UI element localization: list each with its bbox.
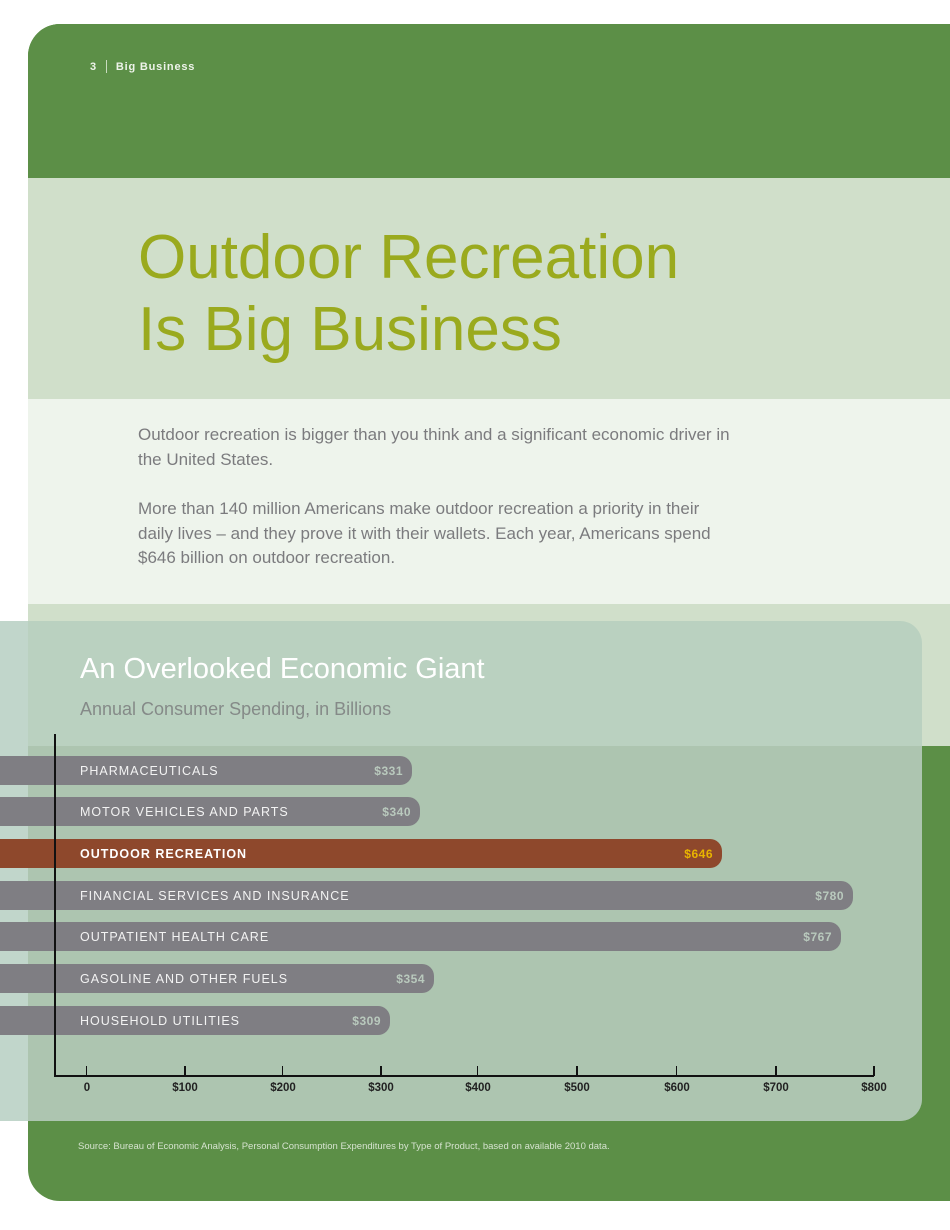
chart-title: An Overlooked Economic Giant [80, 653, 485, 685]
x-tick-mark [477, 1066, 478, 1076]
bar-label: OUTPATIENT HEALTH CARE [80, 929, 270, 944]
x-tick-mark [380, 1066, 382, 1076]
section-name: Big Business [115, 60, 196, 73]
bar-label: FINANCIAL SERVICES AND INSURANCE [80, 888, 350, 903]
x-tick-mark [873, 1066, 875, 1076]
bar-value: $646 [684, 846, 713, 861]
bar-motor-vehicles-and-parts: MOTOR VEHICLES AND PARTS $340 [0, 797, 420, 826]
bar-gasoline-and-other-fuels: GASOLINE AND OTHER FUELS $354 [0, 964, 434, 993]
bar-pharmaceuticals: PHARMACEUTICALS $331 [0, 756, 412, 785]
title-line-2: Is Big Business [138, 295, 562, 364]
chart-subtitle: Annual Consumer Spending, in Billions [80, 699, 392, 719]
folio-divider [105, 60, 107, 73]
intro-text: Outdoor recreation is bigger than you th… [138, 423, 738, 596]
x-tick-label: $100 [172, 1082, 198, 1094]
x-tick-label: $200 [270, 1082, 296, 1094]
page-title: Outdoor Recreation Is Big Business [138, 222, 679, 366]
x-tick-mark [775, 1066, 777, 1076]
x-tick-label: $400 [465, 1082, 491, 1094]
x-tick-mark [676, 1066, 677, 1076]
bar-value: $331 [374, 763, 403, 778]
bar-label: OUTDOOR RECREATION [80, 846, 248, 861]
bar-label: PHARMACEUTICALS [80, 763, 219, 778]
x-tick-mark [576, 1066, 578, 1076]
intro-paragraph: Outdoor recreation is bigger than you th… [138, 425, 730, 469]
bar-value: $780 [815, 888, 844, 903]
header-band: 3 Big Business [28, 24, 950, 178]
bar-label: HOUSEHOLD UTILITIES [80, 1013, 240, 1028]
x-tick-label: $800 [861, 1082, 887, 1094]
bar-outpatient-health-care: OUTPATIENT HEALTH CARE $767 [0, 922, 841, 951]
chart-panel-edge [0, 621, 28, 1121]
intro-paragraph: More than 140 million Americans make out… [138, 499, 711, 567]
bar-financial-services-and-insurance: FINANCIAL SERVICES AND INSURANCE $780 [0, 881, 853, 910]
x-tick-mark [86, 1066, 87, 1076]
title-band: Outdoor Recreation Is Big Business [28, 178, 950, 399]
folio: 3 Big Business [90, 60, 195, 73]
x-tick-mark [184, 1066, 186, 1076]
intro-band: Outdoor recreation is bigger than you th… [28, 399, 950, 604]
x-tick-mark [282, 1066, 283, 1076]
x-tick-label: $600 [664, 1082, 690, 1094]
bar-value: $767 [803, 929, 832, 944]
bar-label: GASOLINE AND OTHER FUELS [80, 971, 289, 986]
bar-label: MOTOR VEHICLES AND PARTS [80, 804, 289, 819]
x-tick-label: $500 [564, 1082, 590, 1094]
chart-panel: An Overlooked Economic Giant Annual Cons… [0, 621, 922, 1121]
chart-source-note: Source: Bureau of Economic Analysis, Per… [78, 1141, 610, 1152]
bar-value: $354 [396, 971, 425, 986]
y-axis-line [54, 734, 56, 1076]
bar-outdoor-recreation: OUTDOOR RECREATION $646 [0, 839, 722, 868]
page-number: 3 [90, 60, 97, 73]
bar-value: $340 [382, 804, 411, 819]
title-line-1: Outdoor Recreation [138, 223, 680, 292]
x-tick-label: 0 [83, 1082, 91, 1094]
bar-household-utilities: HOUSEHOLD UTILITIES $309 [0, 1006, 390, 1035]
bar-value: $309 [352, 1013, 381, 1028]
x-tick-label: $700 [763, 1082, 789, 1094]
x-tick-label: $300 [368, 1082, 394, 1094]
x-axis-line [54, 1075, 874, 1077]
